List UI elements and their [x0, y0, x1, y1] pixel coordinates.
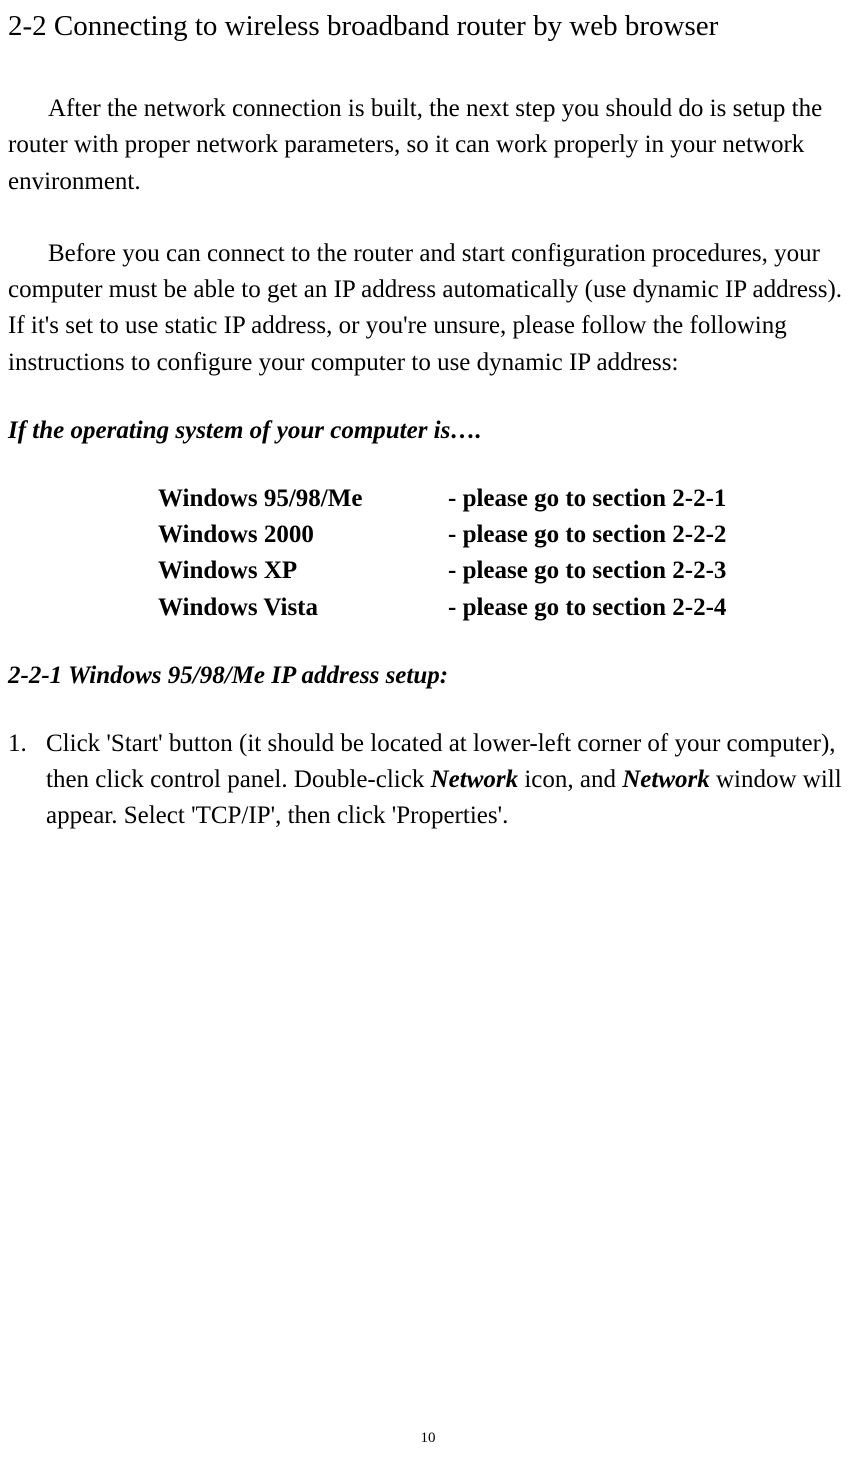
os-section: - please go to section 2-2-3 [448, 553, 848, 589]
os-row: Windows 95/98/Me - please go to section … [158, 481, 848, 517]
os-row: Windows 2000 - please go to section 2-2-… [158, 517, 848, 553]
page-number: 10 [0, 1430, 856, 1447]
os-section: - please go to section 2-2-1 [448, 481, 848, 517]
os-table: Windows 95/98/Me - please go to section … [158, 481, 848, 626]
intro-paragraph-2: Before you can connect to the router and… [8, 236, 848, 381]
step-list: 1.Click 'Start' button (it should be loc… [8, 726, 848, 835]
intro-paragraph-1: After the network connection is built, t… [8, 91, 848, 200]
step-number: 1. [8, 726, 46, 762]
os-section: - please go to section 2-2-4 [448, 590, 848, 626]
step-text-emphasis: Network [431, 766, 519, 793]
step-text-part: icon, and [518, 766, 622, 793]
os-intro: If the operating system of your computer… [8, 417, 848, 445]
os-name: Windows XP [158, 553, 448, 589]
os-name: Windows 2000 [158, 517, 448, 553]
section-heading: 2-2-1 Windows 95/98/Me IP address setup: [8, 662, 848, 690]
step-text-emphasis: Network [622, 766, 710, 793]
os-name: Windows 95/98/Me [158, 481, 448, 517]
page-title: 2-2 Connecting to wireless broadband rou… [8, 10, 848, 43]
os-row: Windows Vista - please go to section 2-2… [158, 590, 848, 626]
os-name: Windows Vista [158, 590, 448, 626]
os-section: - please go to section 2-2-2 [448, 517, 848, 553]
os-row: Windows XP - please go to section 2-2-3 [158, 553, 848, 589]
step-item: 1.Click 'Start' button (it should be loc… [46, 726, 848, 835]
